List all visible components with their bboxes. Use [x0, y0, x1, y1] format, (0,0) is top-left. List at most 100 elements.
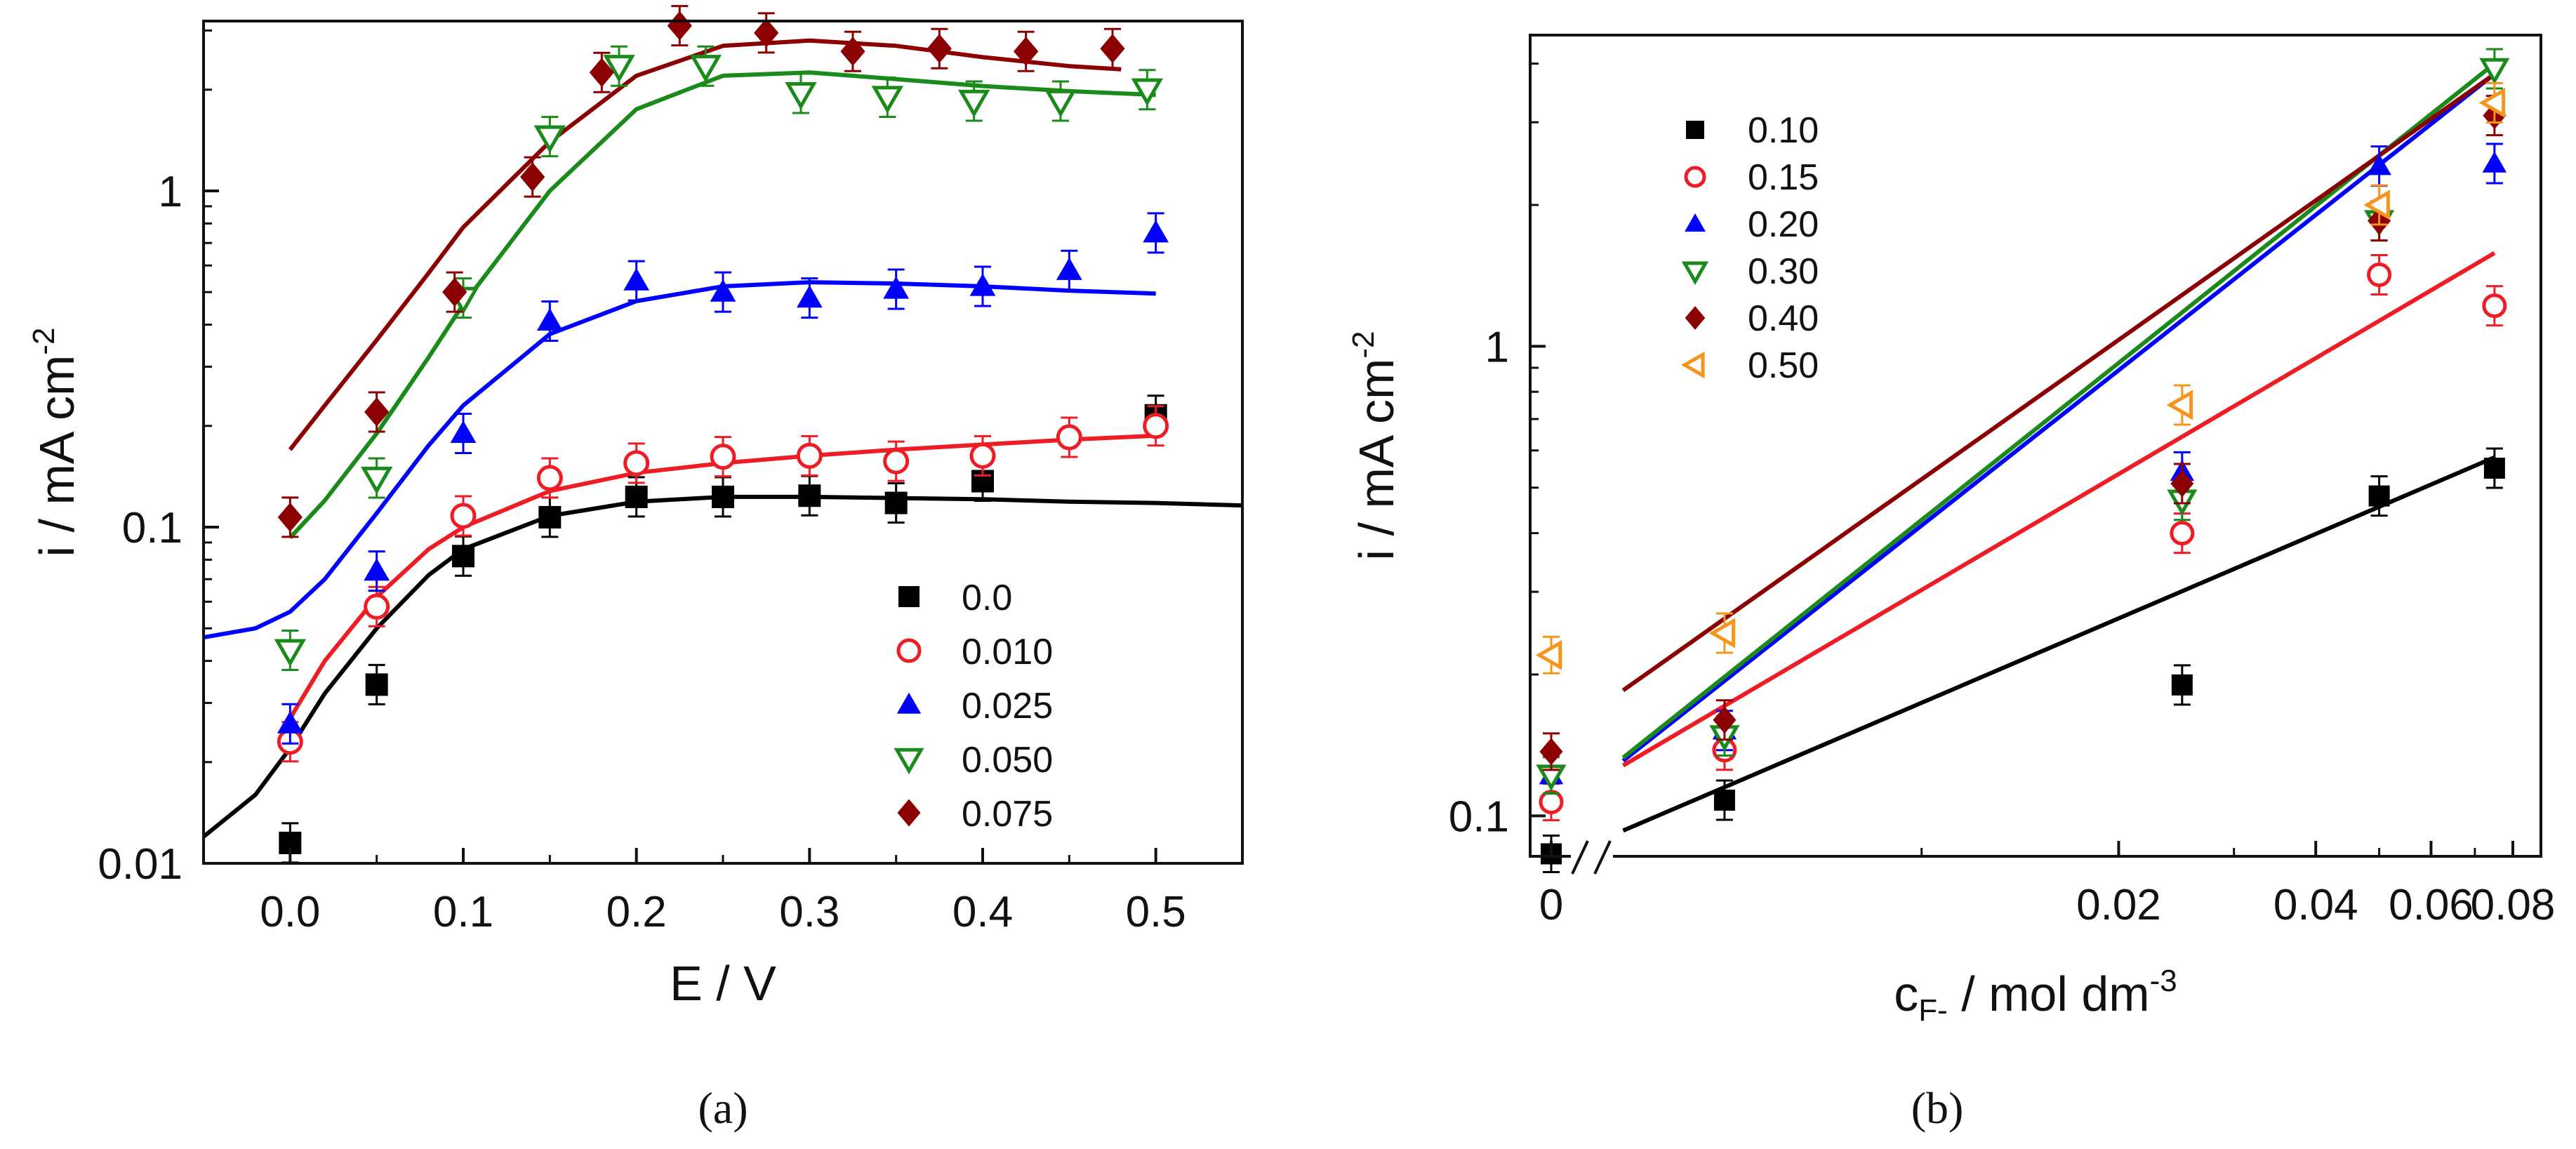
x-tick-label: 0.4 — [952, 888, 1013, 936]
y-tick-label: 0.1 — [1449, 792, 1509, 841]
data-point — [2483, 458, 2505, 479]
data-point — [785, 81, 817, 110]
x-tick-label: 0.04 — [2273, 881, 2358, 929]
y-tick-label: 1 — [1485, 323, 1509, 371]
y-tick-label: 0.01 — [98, 840, 182, 889]
data-point — [450, 503, 477, 529]
panel-a: 0.0 0.1 0.2 0.3 0.4 0.5 0.01 0.1 1 E / V i / mA… — [27, 5, 1244, 1133]
y-axis-title-a: i / mA cm-2 — [27, 328, 84, 557]
data-point — [274, 639, 307, 667]
data-point — [2170, 470, 2194, 498]
legend-label: 0.075 — [962, 794, 1053, 835]
x-tick-label: 0 — [1539, 881, 1563, 929]
legend-a: 0.0 0.010 0.025 0.050 0.075 — [894, 578, 1053, 835]
legend-marker — [896, 692, 922, 714]
data-point — [1535, 639, 1562, 670]
x-tick-label: 0.2 — [606, 888, 667, 936]
x-tick-label: 0.02 — [2076, 881, 2161, 929]
legend-marker — [1681, 351, 1705, 379]
data-point — [277, 503, 303, 532]
legend-label: 0.010 — [962, 632, 1053, 672]
legend-marker — [896, 638, 922, 663]
fit-line-0.10 — [1622, 455, 2496, 833]
data-point — [1056, 424, 1082, 451]
legend-marker — [1684, 166, 1706, 188]
panel-b: 0 0.02 0.04 0.060.08 0.11 cF- / mol dm-3 i … — [1346, 34, 2556, 1133]
data-point — [1143, 413, 1169, 439]
data-point — [2478, 87, 2506, 119]
legend-marker — [1681, 261, 1709, 285]
y-tick-label: 0.1 — [122, 504, 182, 552]
fit-line-0.40 — [1621, 72, 2496, 693]
data-point — [1143, 220, 1169, 243]
data-point — [1100, 34, 1125, 64]
data-point — [712, 485, 734, 508]
fit-line-0.0 — [202, 494, 1243, 839]
data-point — [796, 442, 823, 469]
legend-marker — [898, 586, 919, 607]
data-point — [798, 484, 821, 507]
data-point — [884, 491, 908, 514]
data-point — [2479, 58, 2510, 85]
data-point — [2171, 674, 2193, 696]
x-tick-label: 0.0 — [260, 888, 320, 936]
legend-label: 0.30 — [1748, 251, 1819, 292]
plot-frame-b — [1529, 34, 2542, 858]
data-point — [364, 593, 390, 620]
x-axis-title-b: cF- / mol dm-3 — [1894, 964, 2177, 1028]
data-point — [883, 448, 910, 474]
fit-line-0.025 — [203, 280, 1156, 640]
data-point — [969, 273, 996, 296]
data-point — [883, 276, 910, 299]
x-tick-label: 0.1 — [433, 888, 493, 936]
x-tick-label: 0.08 — [2471, 881, 2556, 929]
data-point — [603, 55, 635, 83]
data-point — [1708, 618, 1736, 649]
data-point — [2363, 190, 2390, 220]
panel-label-b: (b) — [1911, 1083, 1964, 1133]
data-point — [1539, 790, 1564, 815]
data-point — [2166, 390, 2193, 420]
data-point — [364, 558, 390, 581]
fit-line-0.075 — [288, 38, 1122, 451]
data-point — [796, 285, 823, 308]
data-point — [1056, 257, 1082, 280]
data-point — [710, 279, 736, 302]
data-point — [365, 673, 388, 696]
data-point — [871, 86, 904, 114]
y-axis-b: 0.11 — [1449, 62, 1546, 841]
data-points-b — [1535, 48, 2510, 873]
x-axis-b: 0 0.02 0.04 0.060.08 — [1539, 841, 2556, 929]
legend-label: 0.10 — [1748, 110, 1819, 151]
data-point — [442, 277, 467, 307]
data-point — [450, 420, 477, 444]
data-point — [536, 465, 563, 491]
data-point — [364, 397, 390, 427]
y-axis-a: 0.01 0.1 1 — [98, 29, 219, 889]
data-point — [2368, 485, 2390, 507]
data-point — [2367, 154, 2391, 175]
x-tick-label: 0.06 — [2389, 881, 2474, 929]
legend-label: 0.025 — [962, 686, 1053, 726]
legend-marker — [894, 748, 924, 775]
legend-label: 0.050 — [962, 740, 1053, 781]
legend-b: 0.10 0.15 0.20 0.30 0.40 0.50 — [1681, 110, 1819, 386]
data-point — [957, 89, 990, 118]
data-point — [520, 162, 545, 192]
data-point — [1539, 738, 1563, 766]
legend-label: 0.20 — [1748, 204, 1819, 245]
legend-label: 0.15 — [1748, 157, 1819, 198]
data-point — [754, 18, 779, 48]
data-points-a — [274, 5, 1169, 864]
axis-break-mark — [1571, 840, 1589, 875]
data-point — [927, 34, 952, 64]
legend-label: 0.50 — [1748, 345, 1819, 386]
legend-marker — [1685, 213, 1706, 232]
data-point — [689, 55, 722, 83]
fit-line-0.15 — [1621, 251, 2496, 768]
data-point — [538, 505, 562, 529]
fit-line-0.20 — [1621, 72, 2496, 763]
y-axis-title-b: i / mA cm-2 — [1346, 331, 1404, 561]
data-point — [589, 58, 614, 88]
